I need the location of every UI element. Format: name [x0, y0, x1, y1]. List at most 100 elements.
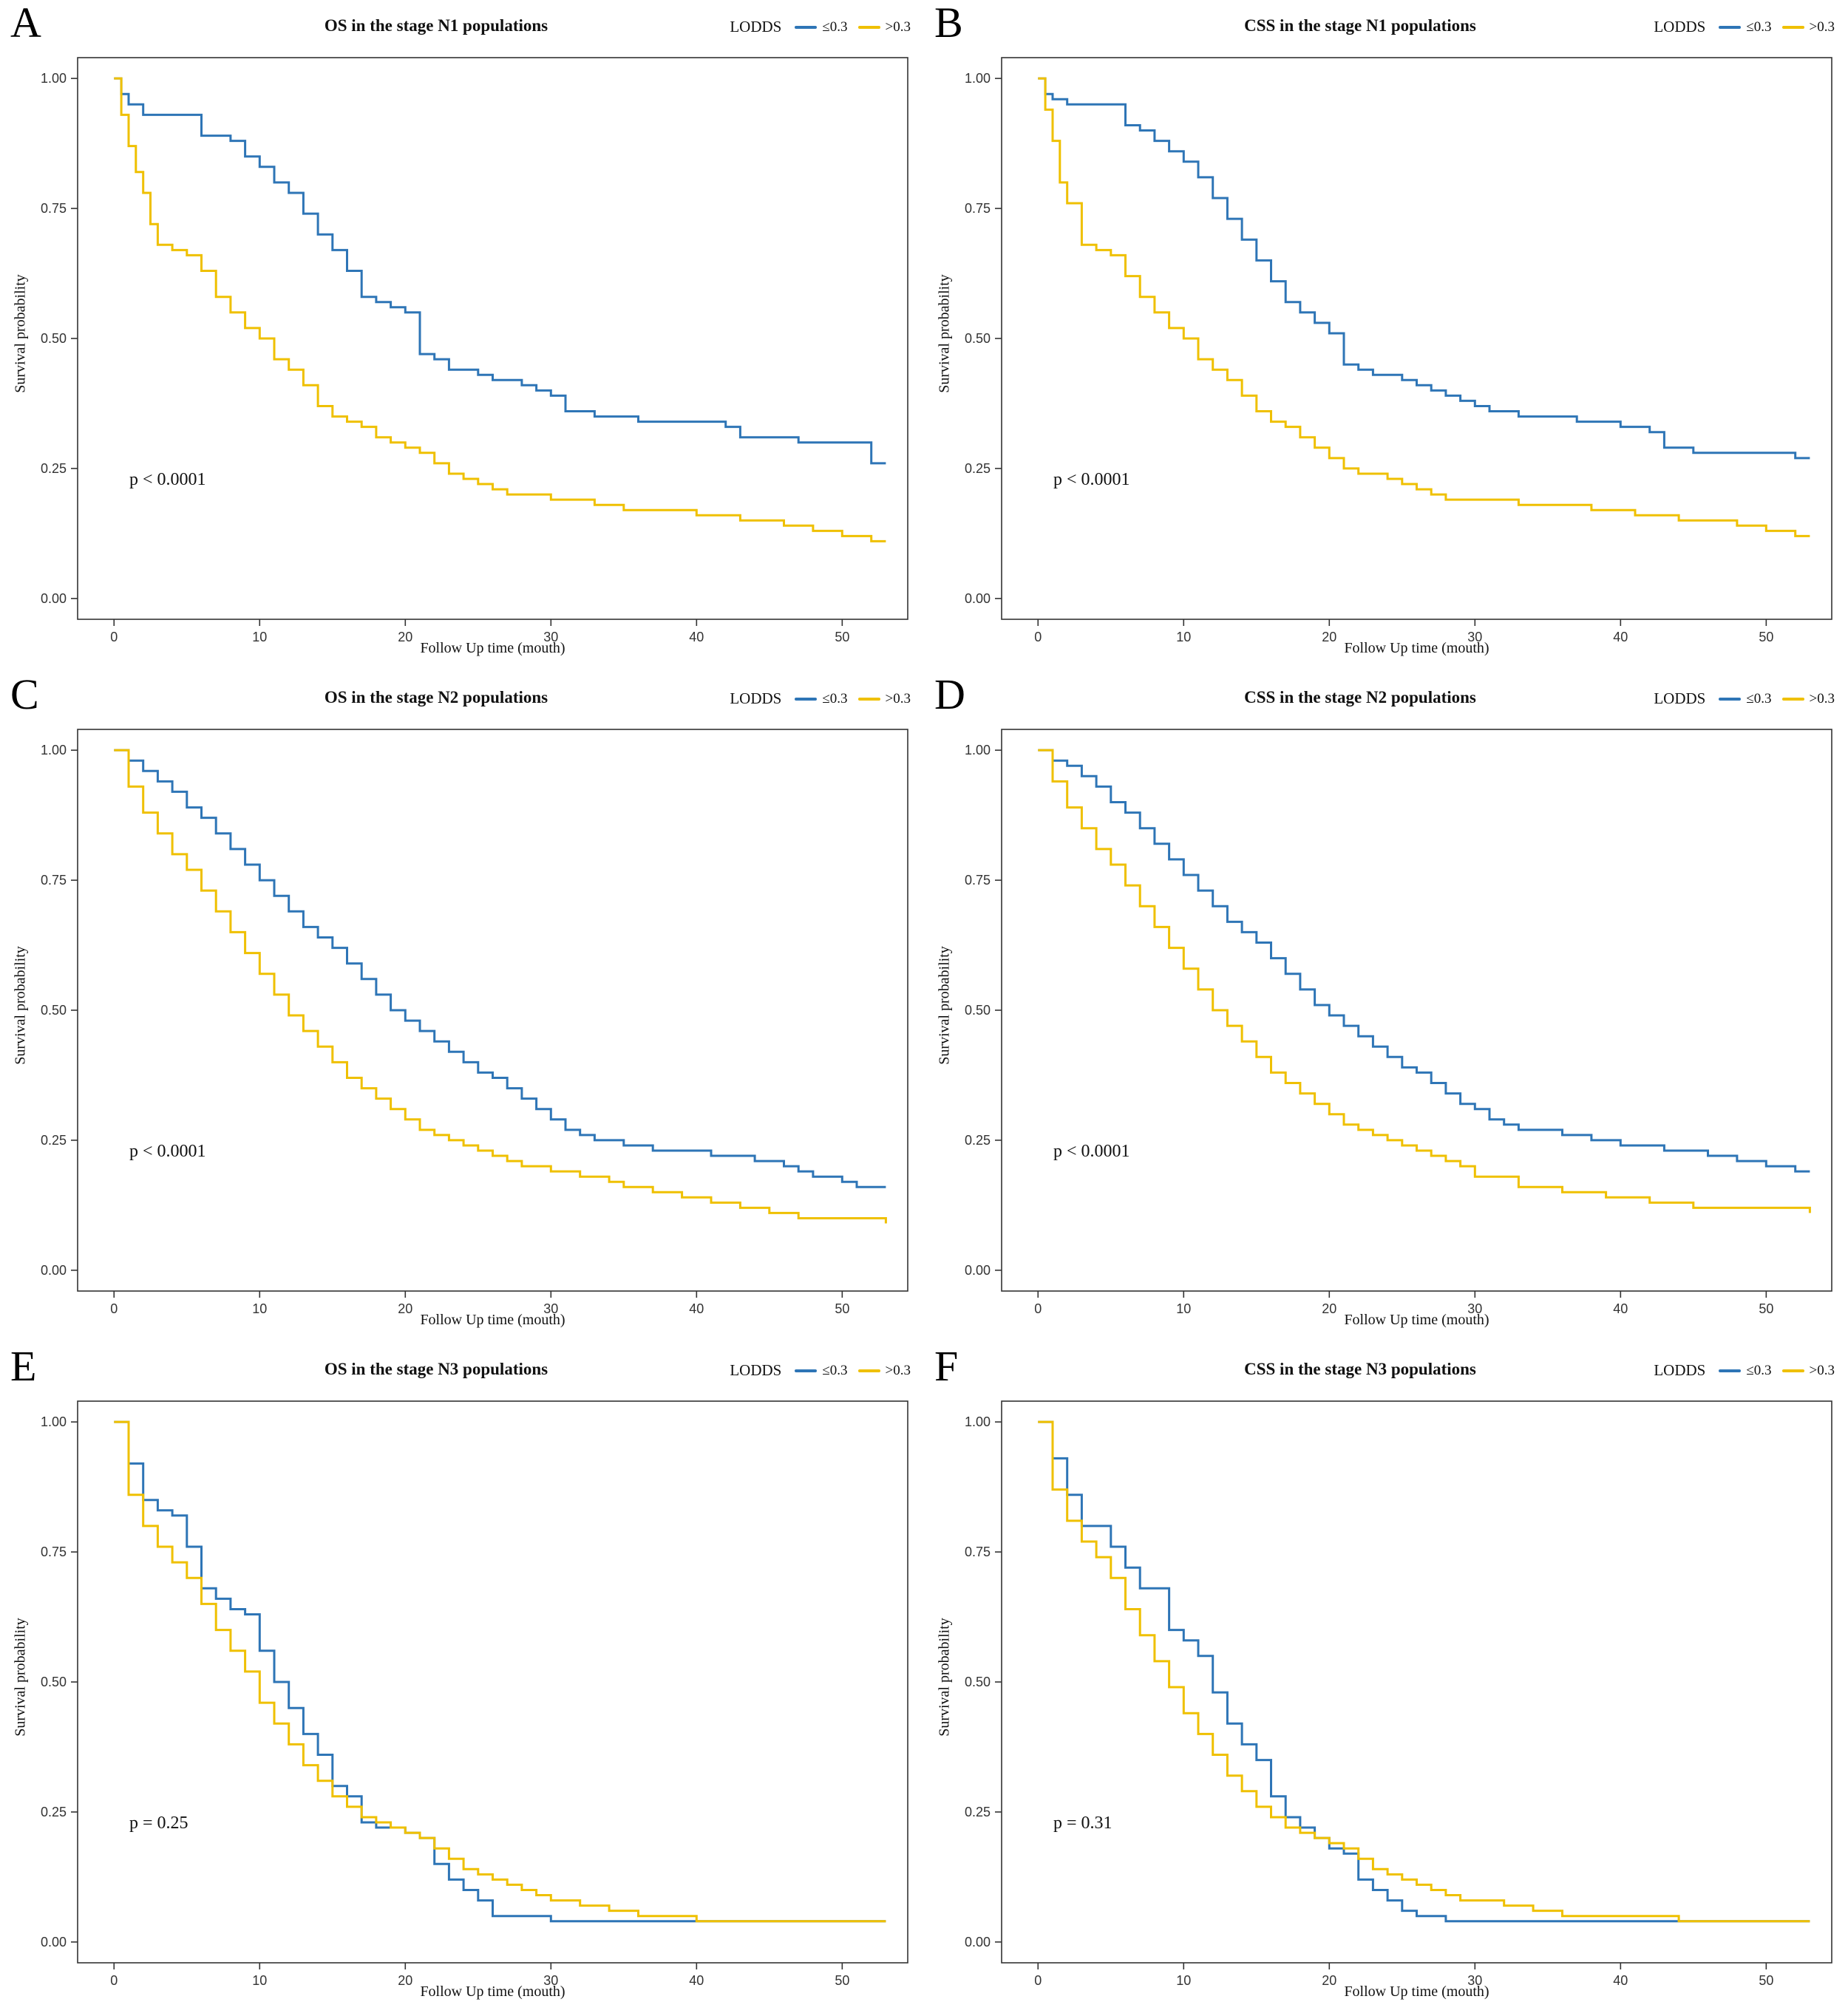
yellow-line-swatch-icon [1781, 25, 1804, 29]
svg-text:0.25: 0.25 [965, 1805, 991, 1819]
svg-text:0.00: 0.00 [41, 591, 67, 606]
y-axis-label: Survival probability [12, 274, 29, 393]
svg-text:0.50: 0.50 [965, 331, 991, 346]
p-value-annotation: p < 0.0001 [129, 470, 206, 489]
svg-text:10: 10 [252, 1301, 267, 1316]
x-axis-label: Follow Up time (mouth) [1344, 1312, 1489, 1328]
survival-plot: 0 10 20 30 40 50 0.00 0.25 0.50 0.75 1.00 [41, 57, 908, 644]
svg-text:50: 50 [1759, 1301, 1773, 1316]
svg-text:0.00: 0.00 [965, 1935, 991, 1949]
svg-text:50: 50 [835, 1301, 849, 1316]
x-axis-label: Follow Up time (mouth) [1344, 640, 1489, 656]
svg-text:40: 40 [689, 1301, 704, 1316]
svg-text:20: 20 [398, 630, 412, 644]
svg-text:1.00: 1.00 [965, 743, 991, 757]
y-axis-label: Survival probability [936, 274, 953, 393]
svg-text:30: 30 [1467, 1301, 1482, 1316]
blue-line-swatch-icon [795, 697, 818, 701]
survival-plot: 0 10 20 30 40 50 0.00 0.25 0.50 0.75 1.00 [965, 57, 1832, 644]
svg-text:0: 0 [110, 630, 118, 644]
svg-text:0.50: 0.50 [965, 1003, 991, 1018]
panel-letter: D [934, 672, 965, 718]
svg-text:0: 0 [1034, 1973, 1042, 1988]
svg-text:50: 50 [835, 630, 849, 644]
legend: LODDS ≤0.3 >0.3 [1654, 689, 1835, 708]
p-value-annotation: p < 0.0001 [1053, 1142, 1130, 1161]
svg-text:1.00: 1.00 [965, 1414, 991, 1429]
legend-item-le03: ≤0.3 [795, 1363, 848, 1379]
legend-label: >0.3 [885, 1362, 911, 1378]
legend-item-gt03: >0.3 [857, 19, 911, 35]
svg-text:20: 20 [398, 1973, 412, 1988]
svg-text:0.75: 0.75 [965, 1545, 991, 1559]
svg-text:1.00: 1.00 [41, 743, 67, 757]
blue-line-swatch-icon [795, 25, 818, 29]
legend-item-gt03: >0.3 [857, 1362, 911, 1379]
svg-text:0.00: 0.00 [41, 1263, 67, 1278]
svg-text:40: 40 [1613, 1301, 1628, 1316]
x-axis-label: Follow Up time (mouth) [420, 1312, 565, 1328]
yellow-line-swatch-icon [1781, 697, 1804, 701]
panel-title: CSS in the stage N1 populations [1244, 16, 1476, 35]
svg-text:20: 20 [398, 1301, 412, 1316]
svg-text:0: 0 [1034, 1301, 1042, 1316]
panel-title: CSS in the stage N3 populations [1244, 1360, 1476, 1378]
svg-text:40: 40 [689, 1973, 704, 1988]
blue-line-swatch-icon [1719, 1369, 1742, 1372]
panel-e: 0 10 20 30 40 50 0.00 0.25 0.50 0.75 1.00 E OS in … [0, 1344, 924, 2015]
svg-text:20: 20 [1322, 1301, 1336, 1316]
svg-text:30: 30 [543, 1973, 558, 1988]
svg-text:20: 20 [1322, 630, 1336, 644]
svg-text:50: 50 [1759, 630, 1773, 644]
legend-label: >0.3 [1809, 1362, 1835, 1378]
p-value-annotation: p < 0.0001 [129, 1142, 206, 1161]
panel-letter: C [10, 672, 39, 718]
svg-text:0.25: 0.25 [965, 461, 991, 476]
svg-text:20: 20 [1322, 1973, 1336, 1988]
legend: LODDS ≤0.3 >0.3 [730, 689, 911, 708]
svg-text:1.00: 1.00 [41, 71, 67, 86]
legend-item-gt03: >0.3 [1781, 690, 1835, 707]
svg-text:0.00: 0.00 [965, 591, 991, 606]
legend-item-le03: ≤0.3 [1719, 691, 1772, 707]
legend-label: >0.3 [885, 690, 911, 706]
panel-title: OS in the stage N2 populations [324, 688, 548, 706]
legend-title: LODDS [730, 1361, 782, 1379]
svg-text:30: 30 [1467, 630, 1482, 644]
survival-plot: 0 10 20 30 40 50 0.00 0.25 0.50 0.75 1.00 [965, 1400, 1832, 1988]
legend: LODDS ≤0.3 >0.3 [730, 1361, 911, 1380]
legend-title: LODDS [1654, 1361, 1706, 1379]
svg-text:1.00: 1.00 [41, 1414, 67, 1429]
svg-text:0.75: 0.75 [965, 201, 991, 216]
x-axis-label: Follow Up time (mouth) [1344, 1983, 1489, 2000]
yellow-line-swatch-icon [857, 1369, 880, 1372]
legend-title: LODDS [730, 689, 782, 707]
blue-line-swatch-icon [1719, 25, 1742, 29]
svg-text:10: 10 [1176, 1973, 1191, 1988]
legend-title: LODDS [1654, 689, 1706, 707]
svg-text:30: 30 [543, 1301, 558, 1316]
svg-text:0.25: 0.25 [41, 1133, 67, 1148]
y-axis-label: Survival probability [12, 1618, 29, 1737]
svg-text:0: 0 [110, 1301, 118, 1316]
legend-label: >0.3 [1809, 690, 1835, 706]
panel-letter: B [934, 0, 963, 47]
svg-text:0.25: 0.25 [965, 1133, 991, 1148]
svg-text:0.75: 0.75 [41, 873, 67, 888]
legend-title: LODDS [1654, 18, 1706, 35]
panel-c: 0 10 20 30 40 50 0.00 0.25 0.50 0.75 1.00 C OS in … [0, 672, 924, 1344]
svg-text:0.50: 0.50 [965, 1675, 991, 1689]
svg-text:50: 50 [835, 1973, 849, 1988]
survival-plot: 0 10 20 30 40 50 0.00 0.25 0.50 0.75 1.00 [41, 729, 908, 1316]
svg-text:0.50: 0.50 [41, 1003, 67, 1018]
x-axis-label: Follow Up time (mouth) [420, 1983, 565, 2000]
y-axis-label: Survival probability [936, 946, 953, 1065]
blue-line-swatch-icon [795, 1369, 818, 1372]
svg-text:0.25: 0.25 [41, 461, 67, 476]
legend-label: ≤0.3 [1746, 1362, 1772, 1378]
legend: LODDS ≤0.3 >0.3 [730, 18, 911, 36]
svg-text:0.75: 0.75 [41, 201, 67, 216]
svg-text:0: 0 [1034, 630, 1042, 644]
panel-title: OS in the stage N1 populations [324, 16, 548, 35]
